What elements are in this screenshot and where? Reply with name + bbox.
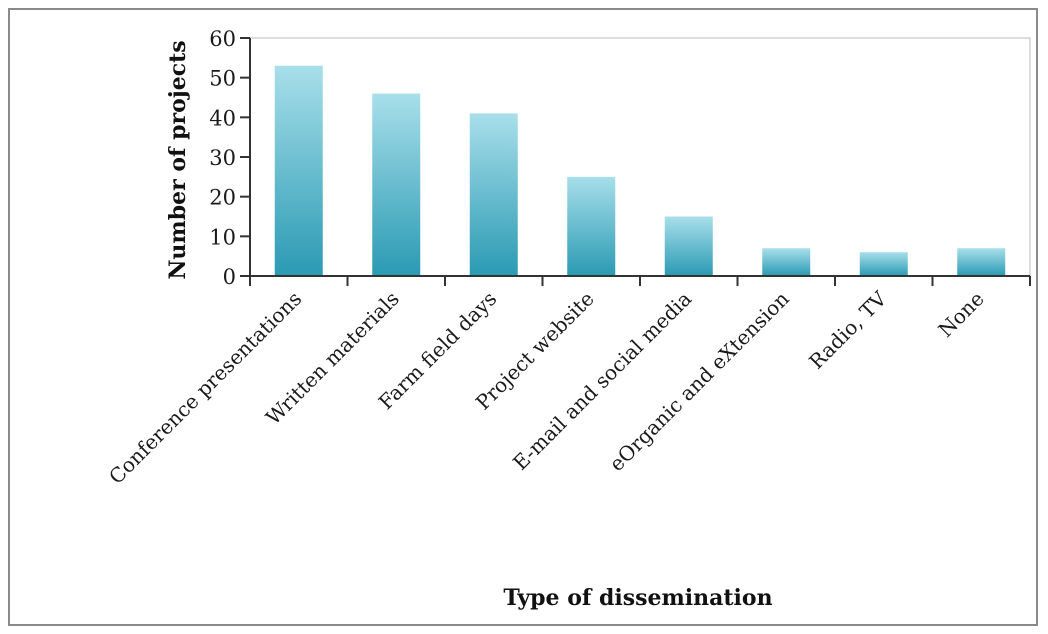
x-tick-label: eOrganic and eXtension [604,286,793,475]
bar [859,252,908,276]
bar [957,248,1006,276]
y-tick-label: 40 [209,106,236,130]
y-tick-label: 10 [209,225,236,249]
x-tick-label: Conference presentations [104,287,306,489]
plot-area-border [249,37,1031,277]
chart-frame [8,8,1038,626]
bar [762,248,811,276]
x-axis-title: Type of dissemination [503,585,772,611]
y-tick-label: 30 [209,146,236,170]
plot-area [249,37,1031,277]
bar [274,65,323,277]
y-tick-label: 0 [223,265,236,289]
y-tick-label: 20 [209,186,236,210]
y-axis-title: Number of projects [165,40,191,279]
axes-group [240,37,1031,286]
bars-group [274,65,1006,277]
x-tick-label: E-mail and social media [508,287,696,475]
x-tick-label: None [933,287,988,342]
bar [469,113,518,276]
y-tick-labels: 0 10 20 30 40 50 60 [209,27,236,289]
y-tick-label: 50 [209,67,236,91]
bar [372,93,421,277]
bar [664,216,713,276]
bar [567,176,616,276]
x-tick-label: Radio, TV [804,286,891,373]
y-tick-label: 60 [209,27,236,51]
